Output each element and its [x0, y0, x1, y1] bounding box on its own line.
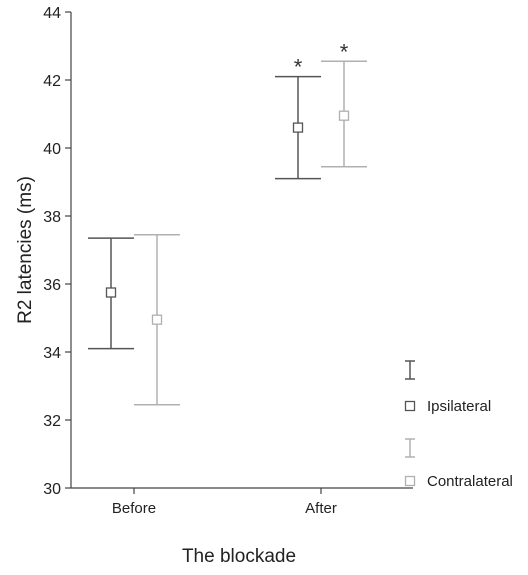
y-tick-label: 44: [43, 5, 61, 22]
x-ticks: Before After: [112, 488, 337, 517]
annotation-layer: **: [294, 39, 349, 79]
legend-item-contralateral: Contralateral: [404, 438, 513, 490]
legend-label: Contralateral: [427, 473, 513, 490]
y-tick-label: 38: [43, 209, 61, 226]
mean-marker: [338, 110, 350, 121]
legend-label: Ipsilateral: [427, 398, 491, 415]
legend-marker: [404, 475, 416, 487]
x-tick-label: Before: [112, 500, 156, 517]
series-ipsilateral: [88, 75, 321, 350]
x-tick-label: After: [305, 500, 337, 517]
y-tick-label: 40: [43, 141, 61, 158]
mean-marker: [105, 287, 117, 298]
significance-asterisk: *: [340, 39, 349, 64]
legend-item-ipsilateral: Ipsilateral: [404, 360, 491, 415]
y-tick-label: 32: [43, 413, 61, 430]
series-contralateral: [134, 60, 367, 406]
y-tick-label: 30: [43, 481, 61, 498]
mean-marker: [292, 122, 304, 133]
y-tick-label: 42: [43, 73, 61, 90]
series-layer: [88, 60, 367, 406]
axes: [70, 12, 413, 489]
y-tick-label: 36: [43, 277, 61, 294]
legend: Ipsilateral Contralateral: [404, 360, 513, 490]
significance-asterisk: *: [294, 55, 303, 80]
y-axis-title: R2 latencies (ms): [15, 176, 36, 324]
legend-marker: [404, 400, 416, 412]
mean-marker: [151, 314, 163, 325]
x-axis-title: The blockade: [182, 546, 296, 567]
y-ticks: 30 32 34 36 38 40 42 44: [43, 5, 71, 498]
y-tick-label: 34: [43, 345, 61, 362]
